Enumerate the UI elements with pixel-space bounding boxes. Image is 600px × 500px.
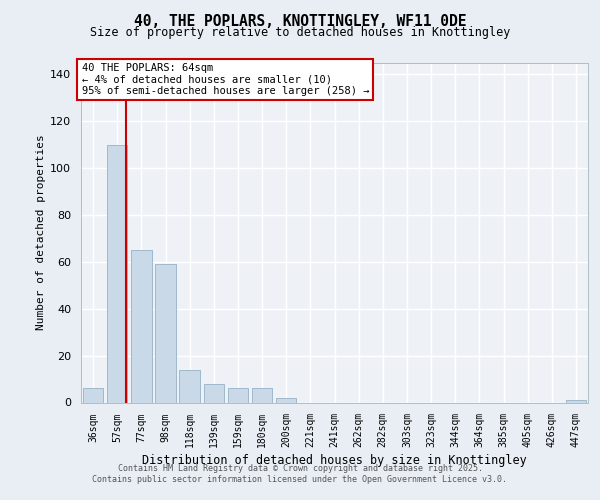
X-axis label: Distribution of detached houses by size in Knottingley: Distribution of detached houses by size … bbox=[142, 454, 527, 468]
Bar bbox=[276, 398, 296, 402]
Bar bbox=[131, 250, 152, 402]
Bar bbox=[252, 388, 272, 402]
Y-axis label: Number of detached properties: Number of detached properties bbox=[36, 134, 46, 330]
Text: 40, THE POPLARS, KNOTTINGLEY, WF11 0DE: 40, THE POPLARS, KNOTTINGLEY, WF11 0DE bbox=[134, 14, 466, 29]
Bar bbox=[566, 400, 586, 402]
Bar bbox=[107, 144, 127, 402]
Text: 40 THE POPLARS: 64sqm
← 4% of detached houses are smaller (10)
95% of semi-detac: 40 THE POPLARS: 64sqm ← 4% of detached h… bbox=[82, 63, 369, 96]
Bar bbox=[83, 388, 103, 402]
Bar bbox=[227, 388, 248, 402]
Bar bbox=[203, 384, 224, 402]
Text: Contains public sector information licensed under the Open Government Licence v3: Contains public sector information licen… bbox=[92, 475, 508, 484]
Bar bbox=[179, 370, 200, 402]
Bar bbox=[155, 264, 176, 402]
Text: Contains HM Land Registry data © Crown copyright and database right 2025.: Contains HM Land Registry data © Crown c… bbox=[118, 464, 482, 473]
Text: Size of property relative to detached houses in Knottingley: Size of property relative to detached ho… bbox=[90, 26, 510, 39]
